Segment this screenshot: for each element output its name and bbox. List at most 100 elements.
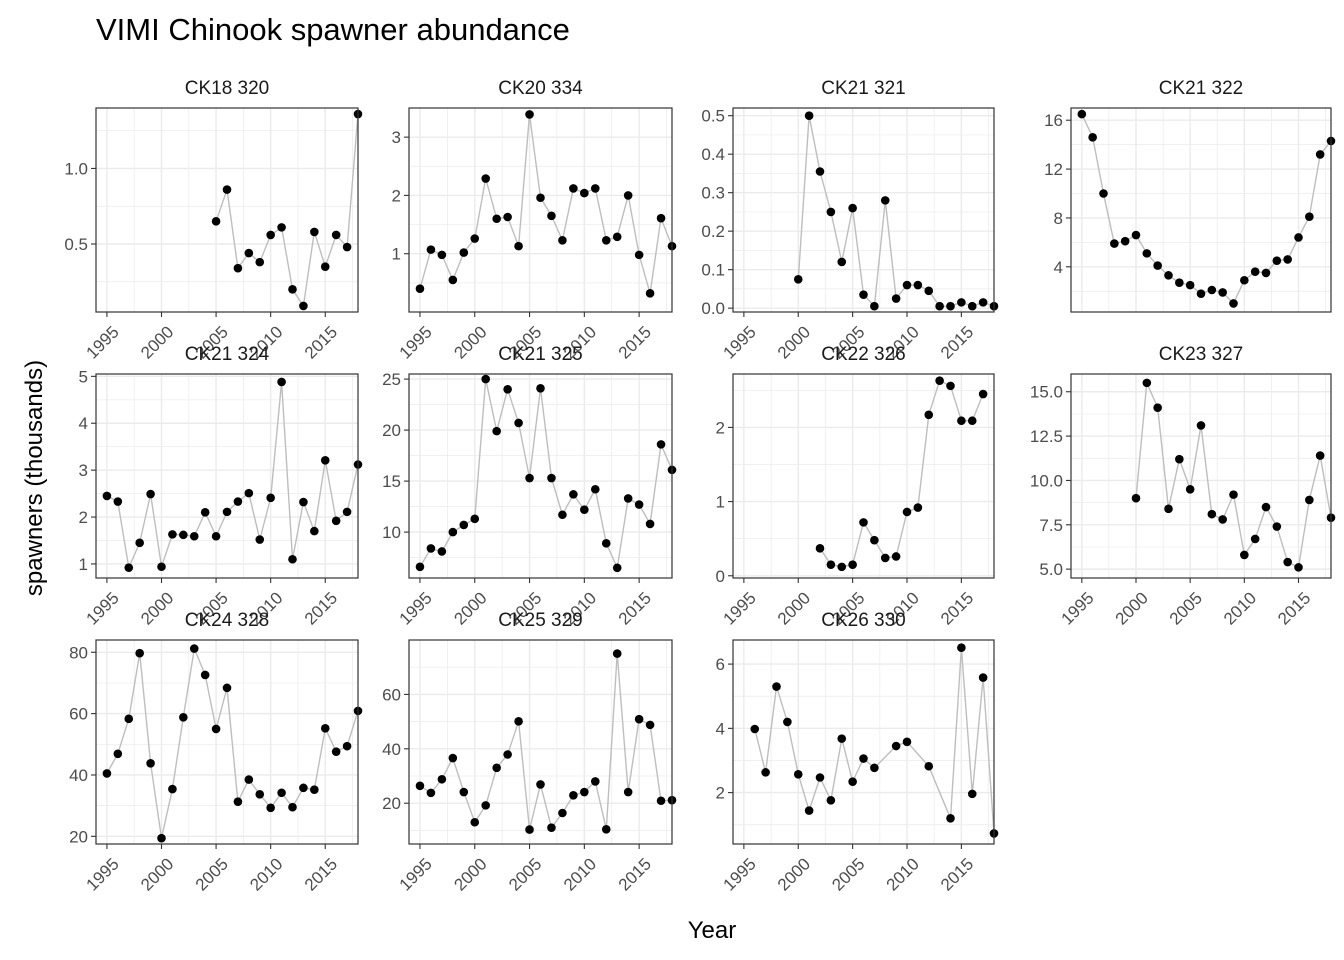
y-tick-label: 4: [1054, 258, 1063, 277]
data-point: [470, 514, 480, 524]
data-point: [157, 833, 166, 843]
y-tick-label: 40: [69, 766, 88, 785]
data-point: [558, 236, 567, 245]
data-point: [1131, 230, 1141, 240]
y-tick-label: 20: [382, 421, 401, 440]
panel-background: [96, 640, 358, 844]
x-tick-label: 2010: [560, 854, 600, 894]
y-tick-label: 10.0: [1030, 471, 1063, 490]
x-tick-label: 2005: [192, 854, 232, 894]
x-axis-title: Year: [688, 917, 737, 944]
data-point: [1229, 299, 1238, 308]
data-point: [826, 560, 836, 569]
data-point: [1175, 278, 1184, 287]
x-tick-label: 2000: [137, 854, 177, 894]
y-tick-label: 2: [716, 784, 725, 803]
data-point: [815, 167, 825, 176]
data-point: [902, 507, 912, 517]
data-point: [815, 773, 825, 782]
data-point: [837, 562, 847, 572]
data-point: [481, 374, 491, 384]
x-tick-label: 1995: [1057, 588, 1097, 628]
panel-background: [733, 108, 994, 312]
data-point: [590, 184, 600, 193]
panel-border: [1070, 373, 1332, 579]
facet-panel: 5.0 7.5 10.0 12.5 15.0 CK23 327 1995 2000 2005 20…: [1030, 344, 1336, 629]
y-tick-label: 0.2: [701, 222, 725, 241]
data-point: [503, 385, 512, 394]
x-tick-label: 1995: [83, 322, 123, 362]
data-point: [255, 790, 265, 799]
x-tick-label: 1995: [720, 322, 760, 362]
x-tick-label: 1995: [396, 322, 436, 362]
y-tick-label: 4: [716, 719, 725, 738]
data-point: [891, 294, 901, 303]
data-point: [1077, 109, 1087, 119]
y-tick-label: 0.4: [701, 145, 725, 164]
data-point: [891, 741, 901, 751]
data-point: [437, 774, 447, 784]
data-point: [146, 489, 155, 499]
x-tick-label: 2010: [246, 854, 286, 894]
y-tick-label: 0.5: [701, 107, 725, 126]
data-point: [1207, 509, 1217, 519]
data-point: [1153, 403, 1162, 413]
panel-border: [95, 373, 359, 579]
data-point: [902, 280, 912, 290]
data-point: [514, 241, 523, 251]
x-tick-label: 2000: [774, 854, 814, 894]
data-point: [320, 724, 330, 733]
data-point: [804, 806, 814, 815]
panel-border: [408, 107, 673, 313]
data-point: [870, 763, 879, 773]
data-point: [957, 416, 966, 426]
y-tick-label: 15: [382, 472, 401, 491]
data-point: [233, 263, 243, 273]
panel-border: [732, 639, 995, 845]
data-point: [612, 563, 622, 573]
data-point: [967, 416, 977, 426]
series-line: [819, 379, 984, 568]
data-point: [503, 212, 512, 222]
data-point: [634, 250, 644, 260]
panel-border: [732, 373, 995, 579]
data-point: [1229, 490, 1238, 499]
data-point: [580, 505, 589, 514]
data-point: [179, 713, 188, 722]
x-tick-label: 1995: [396, 588, 436, 628]
data-point: [1110, 239, 1119, 248]
data-point: [189, 644, 199, 653]
data-point: [310, 526, 319, 536]
data-point: [525, 473, 534, 483]
data-point: [902, 737, 912, 747]
data-point: [967, 789, 977, 799]
y-tick-label: 2: [716, 418, 725, 437]
data-point: [437, 547, 447, 556]
x-tick-label: 2000: [774, 322, 814, 362]
data-point: [1164, 271, 1173, 280]
x-tick-label: 2015: [301, 588, 341, 628]
panel-background: [409, 640, 672, 844]
data-point: [113, 749, 123, 759]
data-point: [536, 780, 545, 789]
y-tick-label: 0: [716, 567, 725, 586]
data-point: [1315, 150, 1325, 159]
x-tick-label: 2015: [615, 854, 655, 894]
x-tick-label: 2015: [301, 854, 341, 894]
x-tick-label: 2015: [1274, 588, 1314, 628]
data-point: [211, 724, 221, 734]
data-point: [946, 813, 955, 823]
data-point: [1305, 212, 1314, 222]
y-tick-label: 40: [382, 740, 401, 759]
data-point: [1261, 268, 1271, 278]
series-line: [419, 653, 673, 830]
data-point: [470, 234, 480, 243]
y-tick-label: 0.0: [701, 299, 725, 318]
x-tick-label: 2010: [883, 854, 923, 894]
data-point: [558, 808, 567, 818]
data-point: [211, 531, 221, 541]
y-tick-label: 12: [1044, 160, 1063, 179]
